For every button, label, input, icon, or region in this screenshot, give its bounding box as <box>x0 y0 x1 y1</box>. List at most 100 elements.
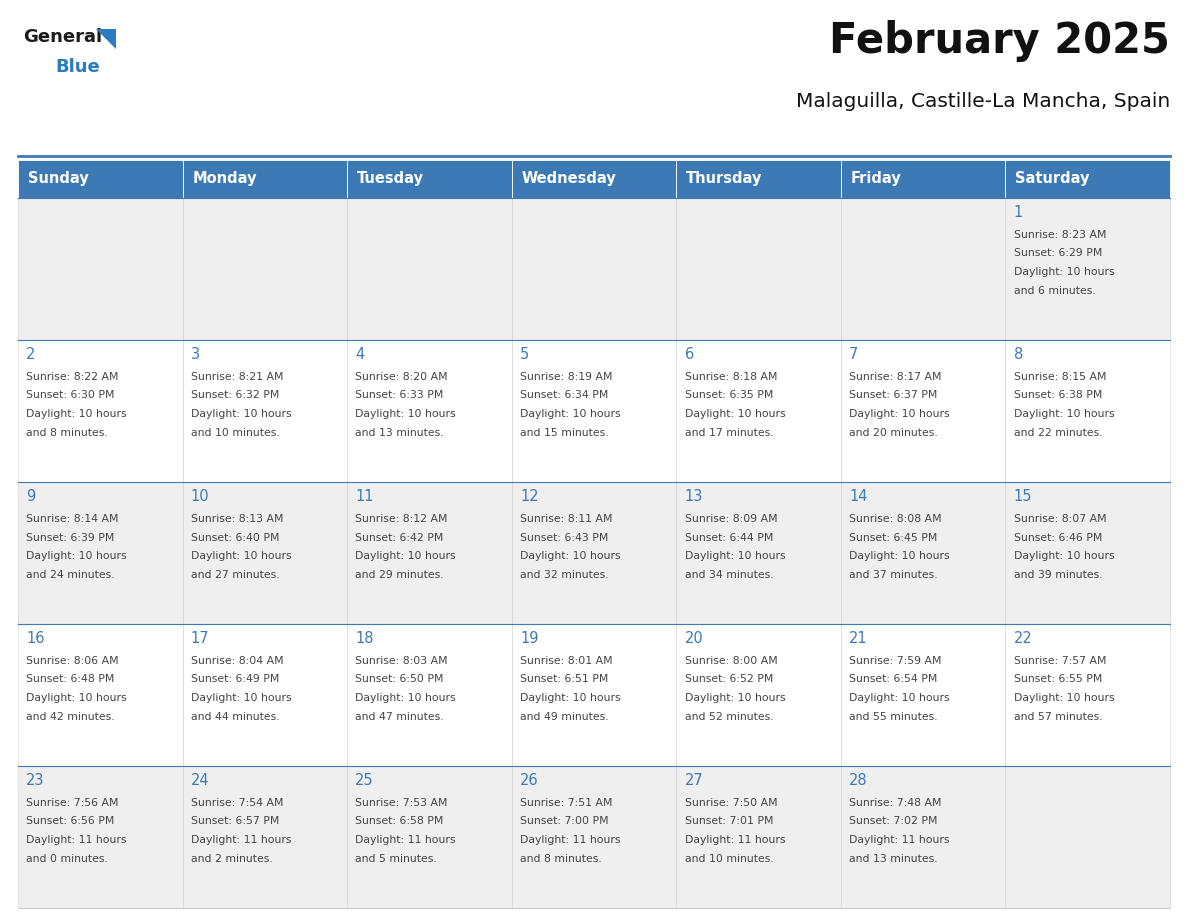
Text: Sunrise: 8:07 AM: Sunrise: 8:07 AM <box>1013 514 1106 524</box>
Text: and 42 minutes.: and 42 minutes. <box>26 711 115 722</box>
Bar <box>347 624 512 766</box>
Bar <box>18 766 183 908</box>
Text: 27: 27 <box>684 773 703 788</box>
Text: 11: 11 <box>355 489 374 504</box>
Text: 21: 21 <box>849 631 867 646</box>
Text: Daylight: 10 hours: Daylight: 10 hours <box>1013 409 1114 419</box>
Text: Sunset: 6:51 PM: Sunset: 6:51 PM <box>520 675 608 685</box>
Text: and 2 minutes.: and 2 minutes. <box>191 854 272 864</box>
Text: and 22 minutes.: and 22 minutes. <box>1013 428 1102 438</box>
Text: Daylight: 10 hours: Daylight: 10 hours <box>684 693 785 703</box>
Bar <box>841 766 1005 908</box>
Bar <box>841 624 1005 766</box>
Text: Sunrise: 8:09 AM: Sunrise: 8:09 AM <box>684 514 777 524</box>
Text: Sunrise: 8:18 AM: Sunrise: 8:18 AM <box>684 372 777 382</box>
Text: Sunset: 6:50 PM: Sunset: 6:50 PM <box>355 675 444 685</box>
Bar <box>18 160 183 198</box>
Text: Daylight: 10 hours: Daylight: 10 hours <box>355 551 456 561</box>
Text: Sunset: 6:43 PM: Sunset: 6:43 PM <box>520 532 608 543</box>
Text: Daylight: 10 hours: Daylight: 10 hours <box>1013 551 1114 561</box>
Text: Sunset: 6:57 PM: Sunset: 6:57 PM <box>191 816 279 826</box>
Text: and 49 minutes.: and 49 minutes. <box>520 711 608 722</box>
Text: Daylight: 10 hours: Daylight: 10 hours <box>849 409 949 419</box>
Text: Sunday: Sunday <box>27 172 89 186</box>
Text: Sunrise: 8:01 AM: Sunrise: 8:01 AM <box>520 656 613 666</box>
Text: Sunrise: 7:53 AM: Sunrise: 7:53 AM <box>355 798 448 808</box>
Text: Daylight: 10 hours: Daylight: 10 hours <box>849 693 949 703</box>
Text: Sunset: 6:37 PM: Sunset: 6:37 PM <box>849 390 937 400</box>
Text: Daylight: 10 hours: Daylight: 10 hours <box>1013 693 1114 703</box>
Text: Daylight: 10 hours: Daylight: 10 hours <box>191 409 291 419</box>
Text: Sunrise: 8:12 AM: Sunrise: 8:12 AM <box>355 514 448 524</box>
Text: and 17 minutes.: and 17 minutes. <box>684 428 773 438</box>
Text: Sunrise: 8:15 AM: Sunrise: 8:15 AM <box>1013 372 1106 382</box>
Text: February 2025: February 2025 <box>829 20 1170 62</box>
Bar <box>841 160 1005 198</box>
Text: Daylight: 11 hours: Daylight: 11 hours <box>191 835 291 845</box>
Text: Sunset: 6:39 PM: Sunset: 6:39 PM <box>26 532 114 543</box>
Text: Sunset: 6:32 PM: Sunset: 6:32 PM <box>191 390 279 400</box>
Bar <box>512 624 676 766</box>
Text: 7: 7 <box>849 347 859 362</box>
Bar <box>347 198 512 340</box>
Text: Daylight: 11 hours: Daylight: 11 hours <box>849 835 949 845</box>
Text: Sunset: 6:29 PM: Sunset: 6:29 PM <box>1013 249 1102 259</box>
Text: 28: 28 <box>849 773 867 788</box>
Text: Daylight: 11 hours: Daylight: 11 hours <box>355 835 456 845</box>
Text: Sunrise: 8:00 AM: Sunrise: 8:00 AM <box>684 656 777 666</box>
Bar <box>347 766 512 908</box>
Text: and 55 minutes.: and 55 minutes. <box>849 711 937 722</box>
Text: General: General <box>23 28 102 46</box>
Text: Daylight: 10 hours: Daylight: 10 hours <box>684 409 785 419</box>
Text: Sunrise: 7:50 AM: Sunrise: 7:50 AM <box>684 798 777 808</box>
Text: Monday: Monday <box>192 172 257 186</box>
Bar <box>183 340 347 482</box>
Bar <box>512 198 676 340</box>
Bar <box>1005 198 1170 340</box>
Text: and 20 minutes.: and 20 minutes. <box>849 428 937 438</box>
Text: Daylight: 10 hours: Daylight: 10 hours <box>26 551 127 561</box>
Text: and 8 minutes.: and 8 minutes. <box>520 854 601 864</box>
Text: and 15 minutes.: and 15 minutes. <box>520 428 608 438</box>
Text: and 39 minutes.: and 39 minutes. <box>1013 569 1102 579</box>
Text: Sunset: 6:55 PM: Sunset: 6:55 PM <box>1013 675 1102 685</box>
Text: and 10 minutes.: and 10 minutes. <box>191 428 279 438</box>
Text: and 13 minutes.: and 13 minutes. <box>355 428 444 438</box>
Bar <box>183 198 347 340</box>
Text: Sunset: 7:00 PM: Sunset: 7:00 PM <box>520 816 608 826</box>
Text: and 32 minutes.: and 32 minutes. <box>520 569 608 579</box>
Text: Daylight: 10 hours: Daylight: 10 hours <box>355 409 456 419</box>
Text: Sunset: 6:49 PM: Sunset: 6:49 PM <box>191 675 279 685</box>
Text: 8: 8 <box>1013 347 1023 362</box>
Text: Sunset: 6:46 PM: Sunset: 6:46 PM <box>1013 532 1102 543</box>
Text: Blue: Blue <box>55 58 100 76</box>
Bar <box>1005 624 1170 766</box>
Text: and 44 minutes.: and 44 minutes. <box>191 711 279 722</box>
Text: Sunset: 6:56 PM: Sunset: 6:56 PM <box>26 816 114 826</box>
Bar <box>183 482 347 624</box>
Text: Sunrise: 7:51 AM: Sunrise: 7:51 AM <box>520 798 613 808</box>
Text: Saturday: Saturday <box>1016 172 1089 186</box>
Text: 15: 15 <box>1013 489 1032 504</box>
Text: Sunrise: 8:21 AM: Sunrise: 8:21 AM <box>191 372 283 382</box>
Text: Sunset: 6:38 PM: Sunset: 6:38 PM <box>1013 390 1102 400</box>
Text: 16: 16 <box>26 631 45 646</box>
Text: Sunrise: 8:14 AM: Sunrise: 8:14 AM <box>26 514 119 524</box>
Text: Sunset: 7:01 PM: Sunset: 7:01 PM <box>684 816 773 826</box>
Text: and 34 minutes.: and 34 minutes. <box>684 569 773 579</box>
Text: 19: 19 <box>520 631 538 646</box>
Text: Daylight: 10 hours: Daylight: 10 hours <box>684 551 785 561</box>
Text: and 8 minutes.: and 8 minutes. <box>26 428 108 438</box>
Text: 10: 10 <box>191 489 209 504</box>
Bar <box>1005 160 1170 198</box>
Bar <box>512 766 676 908</box>
Text: Sunrise: 8:06 AM: Sunrise: 8:06 AM <box>26 656 119 666</box>
Text: Sunset: 6:54 PM: Sunset: 6:54 PM <box>849 675 937 685</box>
Bar <box>676 340 841 482</box>
Bar <box>512 340 676 482</box>
Text: Sunset: 6:30 PM: Sunset: 6:30 PM <box>26 390 115 400</box>
Text: 14: 14 <box>849 489 867 504</box>
Text: 1: 1 <box>1013 205 1023 220</box>
Text: 25: 25 <box>355 773 374 788</box>
Text: 17: 17 <box>191 631 209 646</box>
